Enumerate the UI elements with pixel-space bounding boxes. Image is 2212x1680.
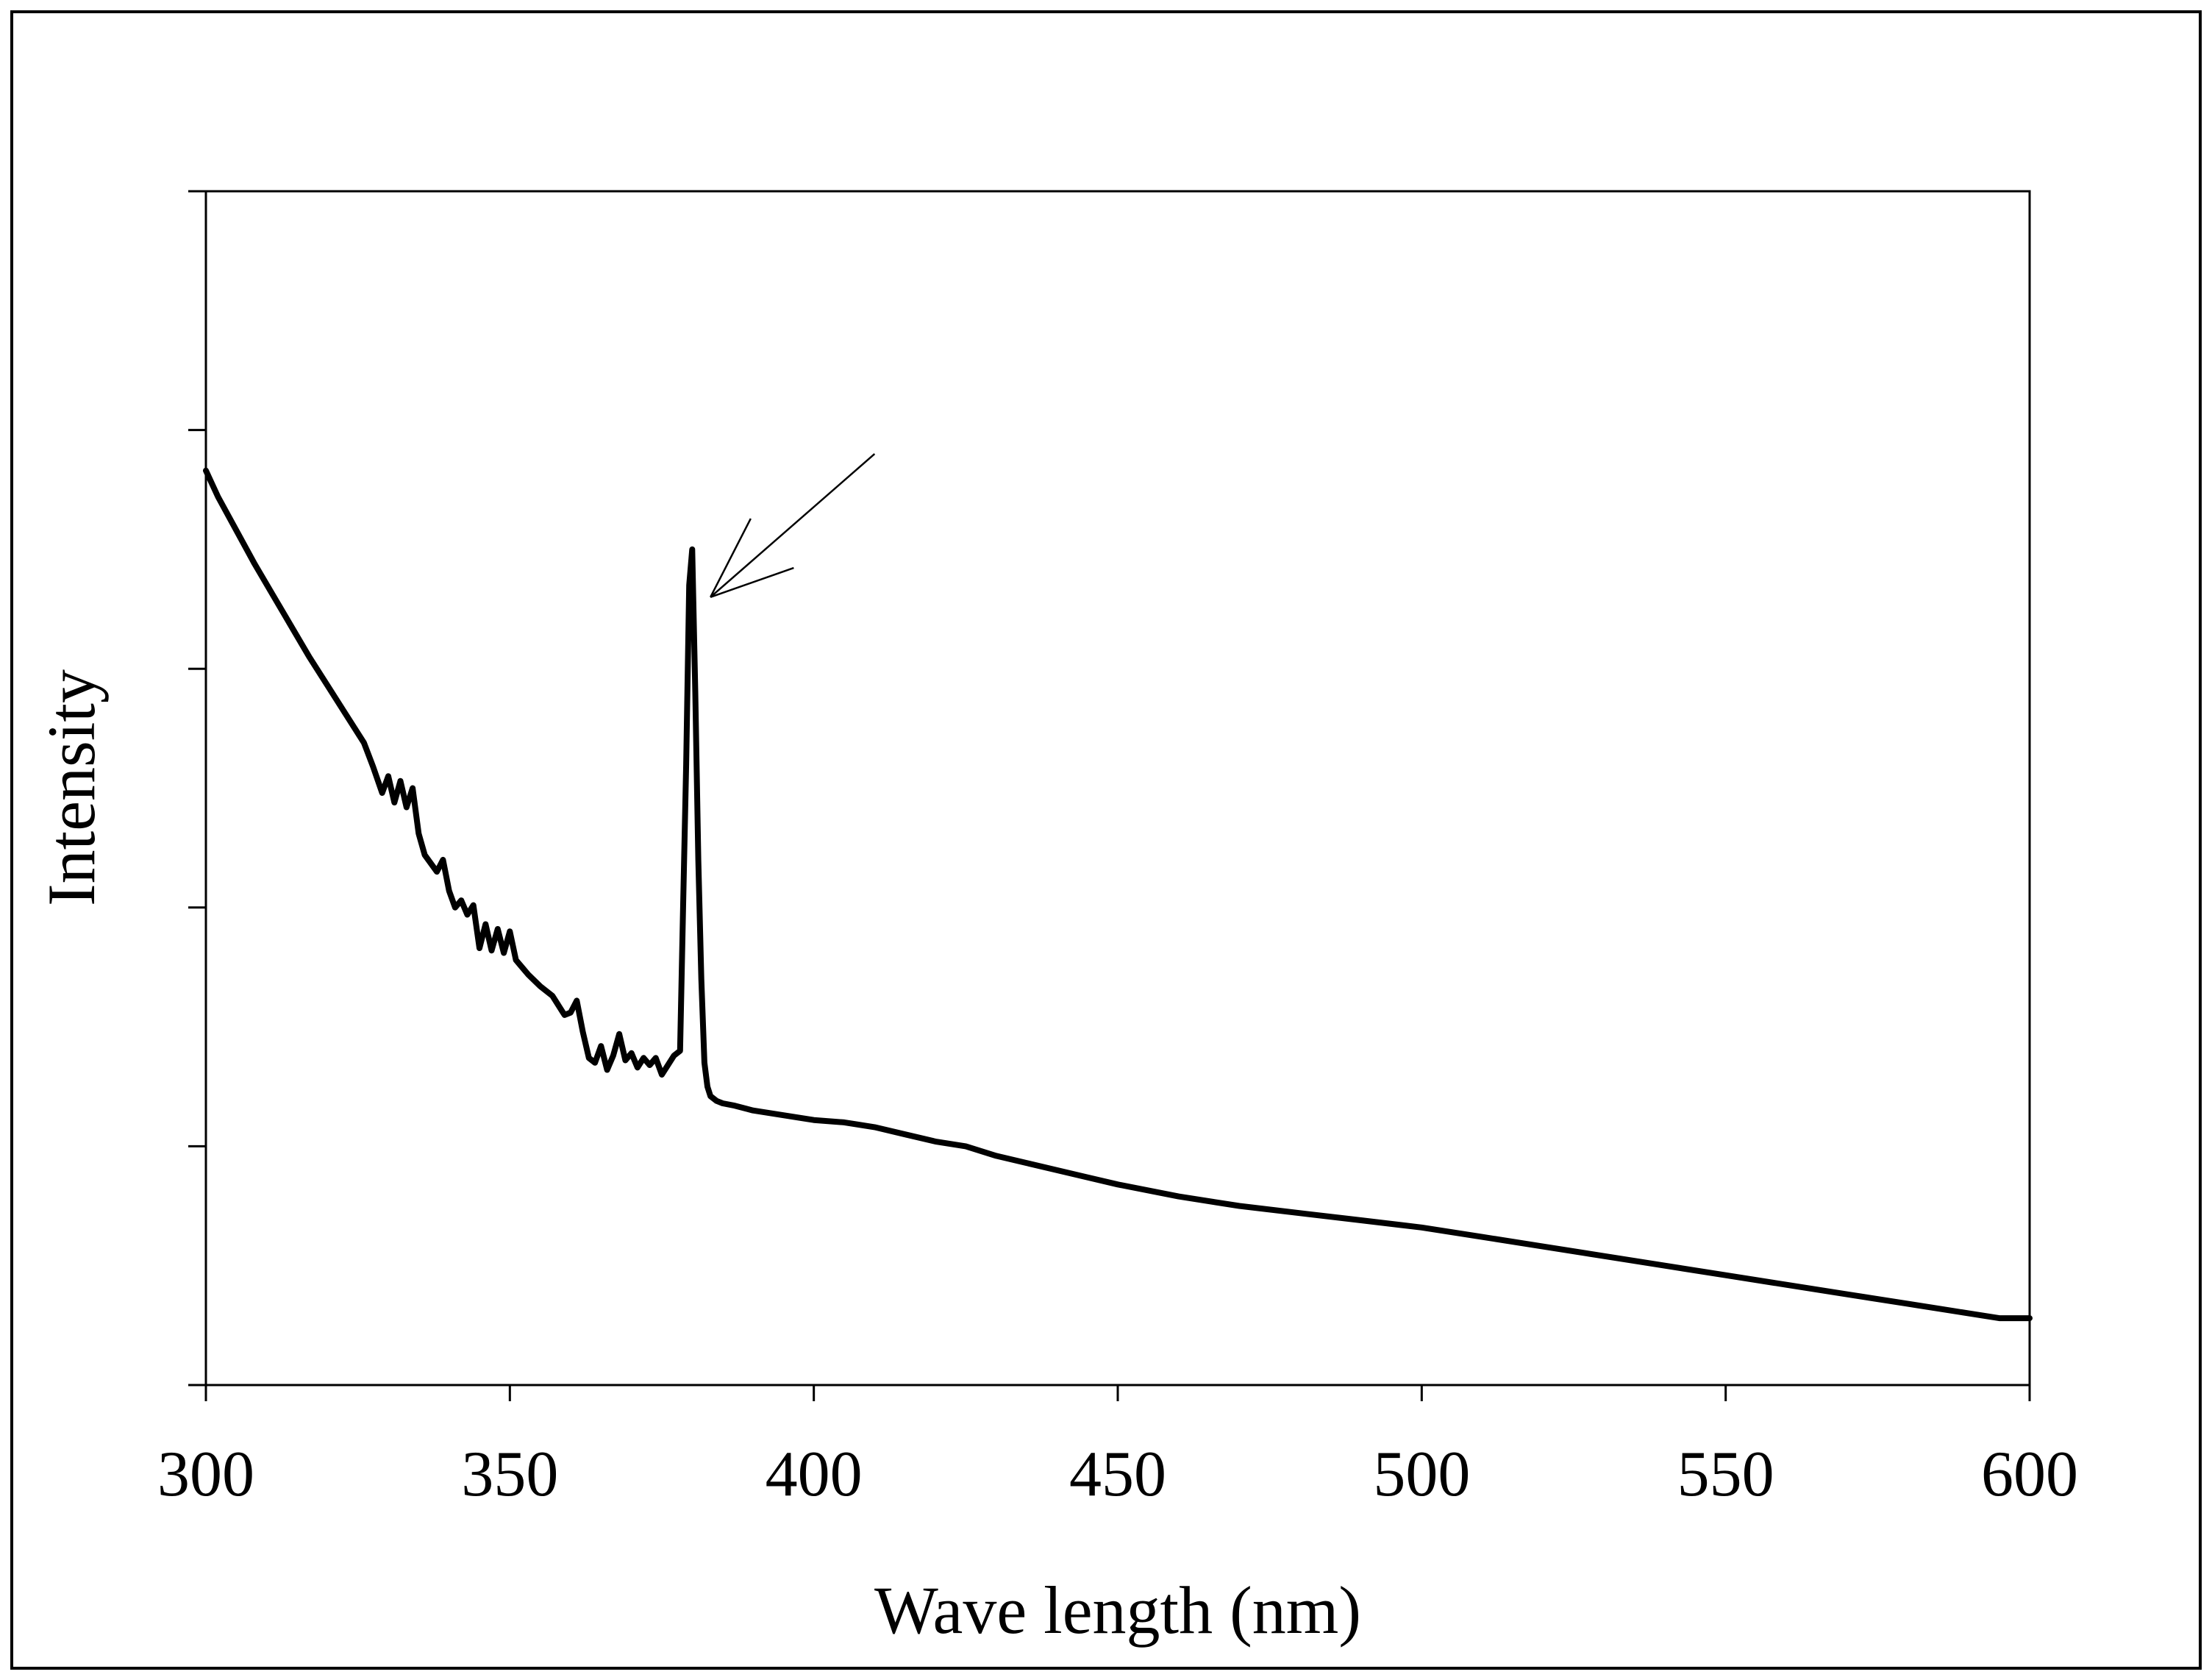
series-line-0 bbox=[203, 467, 2033, 1322]
x-axis-title: Wave length (nm) bbox=[874, 1573, 1361, 1648]
x-tick-label-600: 600 bbox=[1981, 1439, 2078, 1510]
x-tick-label-550: 550 bbox=[1677, 1439, 1774, 1510]
x-axis-tick-labels: 300 350 400 450 500 550 600 bbox=[157, 1439, 2078, 1510]
y-axis-ticks bbox=[188, 190, 206, 1387]
x-tick-label-400: 400 bbox=[766, 1439, 863, 1510]
annotation-arrow-head-0 bbox=[710, 566, 794, 598]
x-tick-label-500: 500 bbox=[1373, 1439, 1470, 1510]
annotation-arrow-head-1 bbox=[710, 518, 752, 598]
annotation-arrow bbox=[710, 453, 876, 598]
x-tick-label-350: 350 bbox=[461, 1439, 558, 1510]
annotation-layer bbox=[710, 453, 876, 598]
x-tick-label-300: 300 bbox=[157, 1439, 254, 1510]
outer-frame bbox=[10, 10, 2202, 1670]
series-layer bbox=[203, 467, 2033, 1322]
x-tick-label-450: 450 bbox=[1069, 1439, 1166, 1510]
y-axis-title: Intensity bbox=[34, 669, 109, 906]
annotation-arrow-shaft bbox=[710, 453, 876, 598]
x-axis-ticks bbox=[204, 1385, 2031, 1401]
